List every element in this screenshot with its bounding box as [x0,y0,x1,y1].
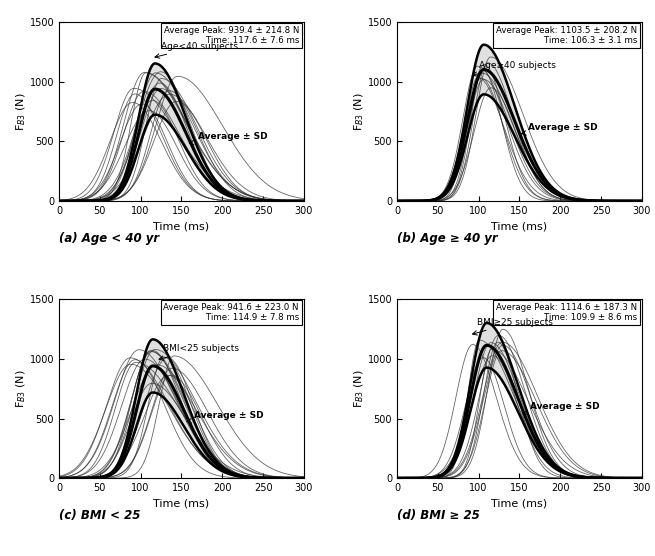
Text: Age<40 subjects: Age<40 subjects [155,42,238,58]
Y-axis label: F$_{B3}$ (N): F$_{B3}$ (N) [352,369,366,408]
Text: Average Peak: 939.4 ± 214.8 N
Time: 117.6 ± 7.6 ms: Average Peak: 939.4 ± 214.8 N Time: 117.… [164,26,299,45]
Text: Average Peak: 1114.6 ± 187.3 N
Time: 109.9 ± 8.6 ms: Average Peak: 1114.6 ± 187.3 N Time: 109… [496,303,637,322]
Text: (d) BMI ≥ 25: (d) BMI ≥ 25 [397,509,479,522]
Y-axis label: F$_{B3}$ (N): F$_{B3}$ (N) [352,92,366,131]
X-axis label: Time (ms): Time (ms) [491,499,548,509]
Text: Average ± SD: Average ± SD [187,411,263,423]
Text: Average Peak: 1103.5 ± 208.2 N
Time: 106.3 ± 3.1 ms: Average Peak: 1103.5 ± 208.2 N Time: 106… [496,26,637,45]
Text: BMI<25 subjects: BMI<25 subjects [159,344,240,360]
Text: BMI≥25 subjects: BMI≥25 subjects [472,318,553,335]
Text: Age≥40 subjects: Age≥40 subjects [473,61,555,76]
Text: Average ± SD: Average ± SD [189,132,267,145]
X-axis label: Time (ms): Time (ms) [491,221,548,231]
Y-axis label: F$_{B3}$ (N): F$_{B3}$ (N) [14,92,28,131]
Text: Average ± SD: Average ± SD [523,403,600,415]
Y-axis label: F$_{B3}$ (N): F$_{B3}$ (N) [14,369,28,408]
X-axis label: Time (ms): Time (ms) [153,499,210,509]
Text: (a) Age < 40 yr: (a) Age < 40 yr [59,232,159,245]
X-axis label: Time (ms): Time (ms) [153,221,210,231]
Text: Average Peak: 941.6 ± 223.0 N
Time: 114.9 ± 7.8 ms: Average Peak: 941.6 ± 223.0 N Time: 114.… [164,303,299,322]
Text: (c) BMI < 25: (c) BMI < 25 [59,509,140,522]
Text: Average ± SD: Average ± SD [521,123,597,135]
Text: (b) Age ≥ 40 yr: (b) Age ≥ 40 yr [397,232,498,245]
